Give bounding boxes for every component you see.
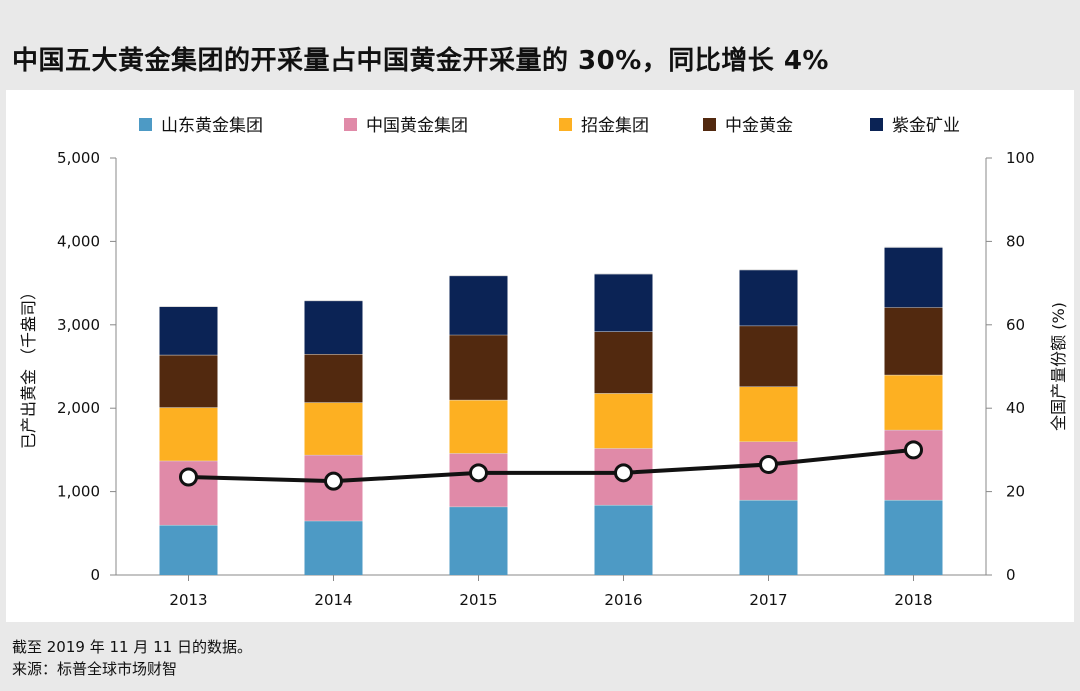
bar-segment	[159, 306, 218, 355]
bar-segment	[739, 386, 798, 442]
share-line-marker	[469, 463, 488, 483]
legend-swatch	[703, 118, 716, 131]
bar-segment	[739, 499, 798, 575]
y2-tick-label: 40	[1006, 399, 1025, 417]
x-tick-label: 2016	[604, 591, 642, 609]
y2-tick-label: 100	[1006, 149, 1035, 167]
bar-segment	[304, 520, 363, 575]
bar-segment	[884, 499, 943, 575]
bar-segment	[594, 331, 653, 394]
footnote-date-note: 截至 2019 年 11 月 11 日的数据。	[12, 638, 252, 656]
bar-segment	[594, 504, 653, 575]
x-tick-label: 2015	[459, 591, 497, 609]
bar-segment	[449, 399, 508, 454]
chart-title: 中国五大黄金集团的开采量占中国黄金开采量的 30%，同比增长 4%	[12, 46, 829, 76]
legend-label: 招金集团	[581, 116, 649, 136]
footnote: 截至 2019 年 11 月 11 日的数据。 来源：标普全球市场财智	[12, 636, 252, 680]
bar-segment	[449, 506, 508, 575]
bar-segment	[304, 300, 363, 354]
y-tick-label: 0	[90, 566, 100, 584]
bar-segment	[304, 402, 363, 455]
share-line	[188, 447, 914, 484]
y2-tick-label: 20	[1006, 483, 1025, 501]
bar-segment	[884, 307, 943, 375]
bar-segment	[594, 273, 653, 332]
bar-segment	[884, 247, 943, 308]
share-line-marker	[614, 463, 633, 483]
stacked-bar-chart: 0 1,000 2,000 3,000 4,000 5,000 0 20 40 60 80 100 已产…	[19, 116, 1068, 609]
bar-segment	[884, 374, 943, 430]
bar-segment	[739, 269, 798, 326]
share-line-marker	[759, 454, 778, 474]
y2-axis-title: 全国产量份额 (%)	[1049, 302, 1068, 431]
share-line-marker	[904, 440, 923, 460]
legend-label: 紫金矿业	[892, 116, 960, 136]
y2-tick-label: 0	[1006, 566, 1016, 584]
legend-swatch	[559, 118, 572, 131]
bar-segment	[159, 407, 218, 461]
bar-segment	[594, 393, 653, 449]
y-tick-label: 1,000	[57, 483, 100, 501]
legend-label: 中国黄金集团	[366, 116, 468, 136]
y2-tick-label: 60	[1006, 316, 1025, 334]
y2-tick-label: 80	[1006, 232, 1025, 250]
bar-segment	[304, 353, 363, 403]
bar-segment	[449, 275, 508, 335]
x-tick-label: 2018	[894, 591, 932, 609]
share-line-marker	[324, 471, 343, 491]
y-tick-label: 5,000	[57, 149, 100, 167]
x-tick-label: 2014	[314, 591, 352, 609]
legend-label: 中金黄金	[725, 116, 793, 136]
share-line-marker	[179, 467, 198, 487]
chart-panel: 0 1,000 2,000 3,000 4,000 5,000 0 20 40 60 80 100 已产…	[6, 90, 1074, 622]
legend-swatch	[344, 118, 357, 131]
bar-segment	[159, 354, 218, 408]
bar-segment	[449, 334, 508, 400]
x-tick-label: 2017	[749, 591, 787, 609]
y-tick-label: 2,000	[57, 399, 100, 417]
legend-label: 山东黄金集团	[161, 116, 263, 136]
footnote-source: 来源：标普全球市场财智	[12, 660, 178, 678]
y-axis-title: 已产出黄金 （千盎司）	[19, 284, 38, 449]
bar-segment	[739, 325, 798, 387]
bar-segment	[159, 524, 218, 575]
y-tick-label: 3,000	[57, 316, 100, 334]
legend-swatch	[870, 118, 883, 131]
bar-segment	[884, 429, 943, 500]
x-tick-label: 2013	[169, 591, 207, 609]
y-tick-label: 4,000	[57, 232, 100, 250]
legend-swatch	[139, 118, 152, 131]
